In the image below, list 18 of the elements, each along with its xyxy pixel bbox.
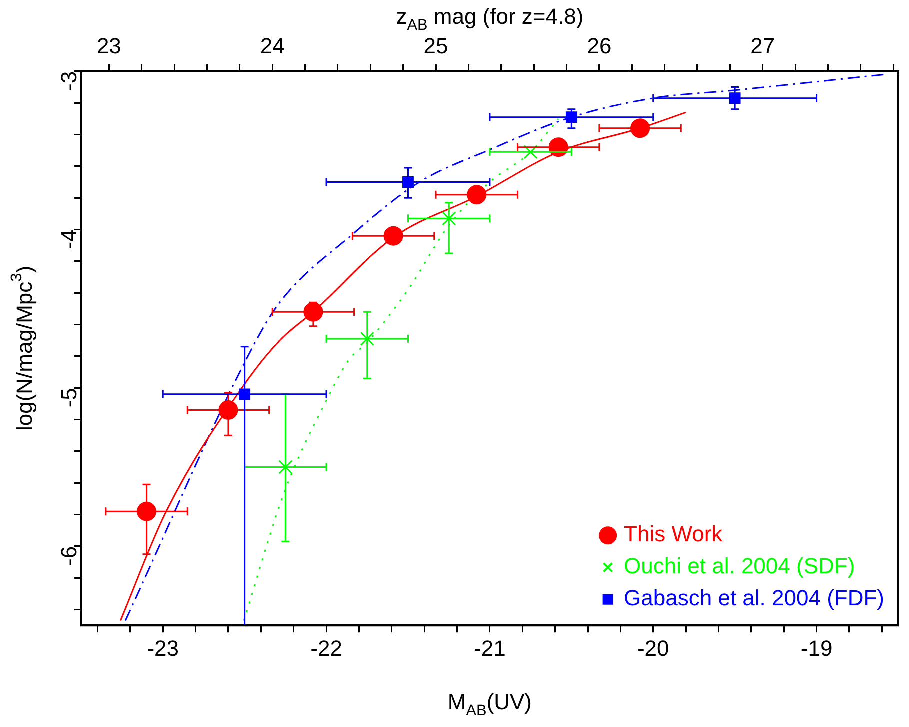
- x2-tick-label: 25: [424, 33, 448, 58]
- legend-label: Gabasch et al. 2004 (FDF): [624, 586, 885, 611]
- x-tick-label: -23: [147, 636, 180, 661]
- legend-label: This Work: [624, 522, 724, 547]
- y-axis-title: log(N/mag/Mpc3): [8, 266, 38, 432]
- x2-tick-label: 24: [260, 33, 285, 58]
- y-tick-label: -4: [56, 230, 82, 250]
- x2-tick-label: 23: [96, 33, 122, 58]
- x-tick-label: -21: [474, 636, 506, 661]
- x2-tick-label: 27: [750, 33, 776, 58]
- legend-label: Ouchi et al. 2004 (SDF): [624, 554, 856, 579]
- x-tick-label: -22: [310, 636, 342, 661]
- y-tick-label: -5: [56, 388, 82, 408]
- x-tick-label: -20: [637, 636, 670, 661]
- y-tick-label: -3: [56, 71, 82, 91]
- y-tick-label: -6: [56, 546, 82, 566]
- x2-tick-label: 26: [587, 33, 612, 58]
- x-tick-label: -19: [800, 636, 833, 661]
